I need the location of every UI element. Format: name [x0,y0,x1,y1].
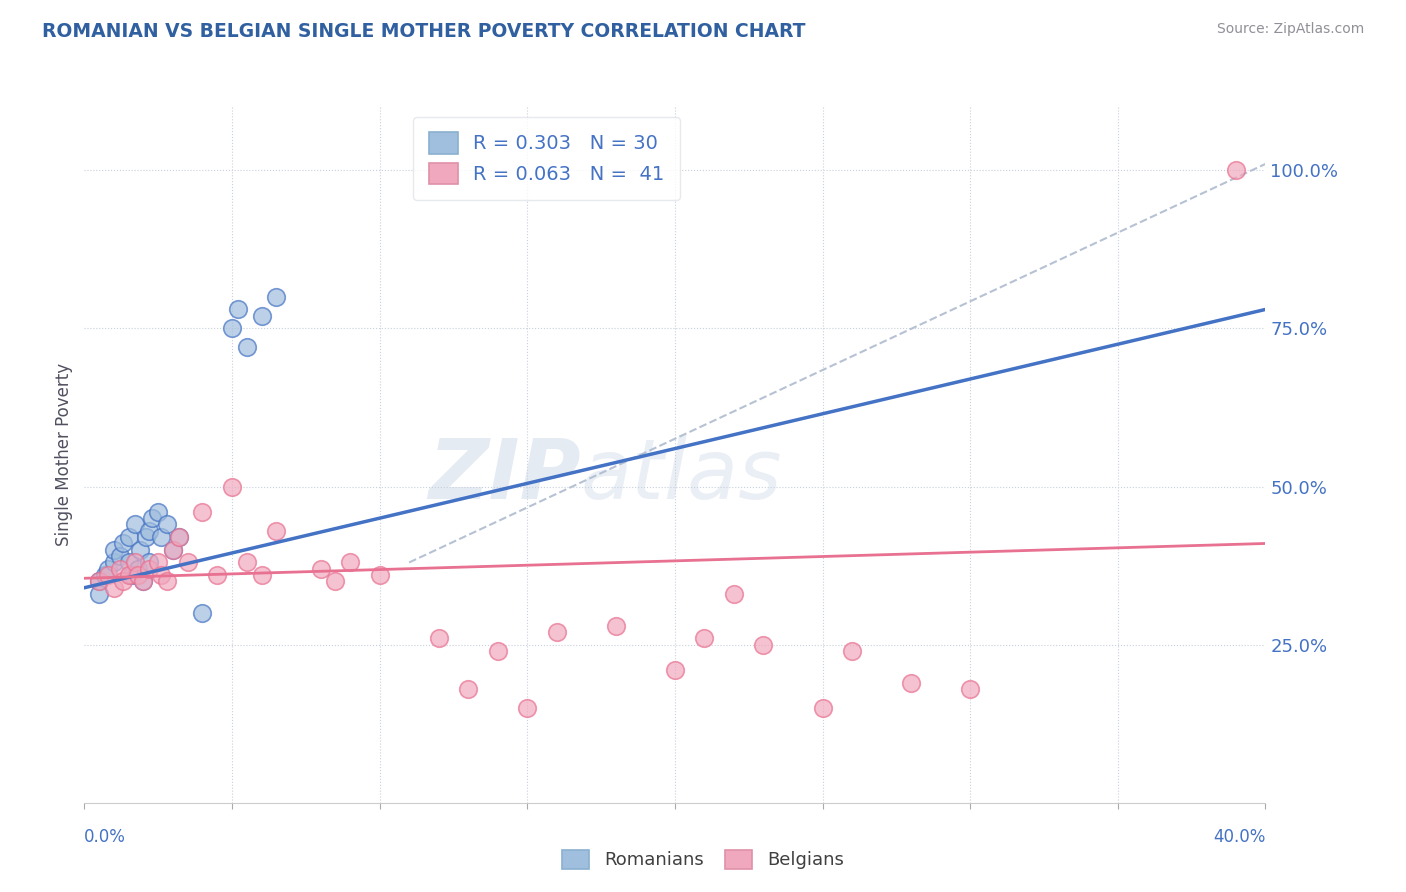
Point [150,568,173,582]
Text: ROMANIAN VS BELGIAN SINGLE MOTHER POVERTY CORRELATION CHART: ROMANIAN VS BELGIAN SINGLE MOTHER POVERT… [42,22,806,41]
Point [250,309,273,323]
Point [124,517,146,532]
Point [138,562,160,576]
Point [94,568,117,582]
Point [150,530,173,544]
Text: Source: ZipAtlas.com: Source: ZipAtlas.com [1216,22,1364,37]
Point [108,562,131,576]
Point [118,568,141,582]
Point [129,542,152,557]
Point [177,556,200,570]
Point [546,625,568,640]
Point [264,524,288,538]
Point [162,542,184,557]
Point [811,701,834,715]
Point [138,524,160,538]
Point [323,574,347,589]
Point [457,681,479,696]
Point [167,530,190,544]
Point [97,568,120,582]
Point [127,568,149,582]
Point [138,556,160,570]
Point [516,701,538,715]
Point [236,556,259,570]
Point [368,568,391,582]
Point [97,562,120,576]
Point [156,574,179,589]
Point [693,632,716,646]
Point [221,321,243,335]
Point [111,574,134,589]
Point [167,530,190,544]
Point [205,568,228,582]
Point [226,302,249,317]
Point [250,568,273,582]
Point [339,556,361,570]
Point [1225,163,1247,178]
Point [162,542,184,557]
Point [89,574,111,589]
Text: atlas: atlas [581,435,782,516]
Point [103,542,125,557]
Legend: R = 0.303   N = 30, R = 0.063   N =  41: R = 0.303 N = 30, R = 0.063 N = 41 [413,117,681,200]
Point [959,681,981,696]
Point [135,530,157,544]
Point [752,638,775,652]
Point [141,511,163,525]
Y-axis label: Single Mother Poverty: Single Mother Poverty [55,363,73,547]
Text: 40.0%: 40.0% [1213,828,1265,846]
Point [723,587,745,601]
Point [118,556,141,570]
Point [127,562,149,576]
Legend: Romanians, Belgians: Romanians, Belgians [554,840,852,879]
Point [89,587,111,601]
Point [236,340,259,354]
Point [148,556,170,570]
Point [156,517,179,532]
Point [132,574,155,589]
Point [605,618,627,632]
Point [89,574,111,589]
Point [148,505,170,519]
Point [108,549,131,563]
Point [191,505,214,519]
Point [103,556,125,570]
Point [124,556,146,570]
Point [132,574,155,589]
Point [121,568,143,582]
Point [191,606,214,620]
Point [264,290,288,304]
Point [841,644,863,658]
Point [103,581,125,595]
Point [427,632,450,646]
Point [486,644,509,658]
Point [118,530,141,544]
Point [664,663,686,677]
Point [900,675,922,690]
Text: 0.0%: 0.0% [84,828,127,846]
Text: ZIP: ZIP [427,435,581,516]
Point [221,479,243,493]
Point [111,536,134,550]
Point [309,562,332,576]
